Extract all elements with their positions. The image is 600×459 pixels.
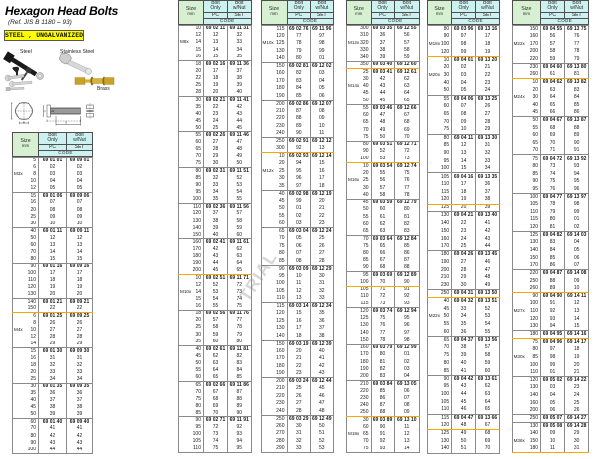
svg-text:Steel: Steel xyxy=(20,49,32,55)
svg-text:L: L xyxy=(65,126,67,127)
svg-text:Brass: Brass xyxy=(97,86,110,92)
svg-text:B: B xyxy=(23,121,25,125)
svg-text:d2: d2 xyxy=(51,109,55,113)
svg-text:S: S xyxy=(65,121,67,125)
